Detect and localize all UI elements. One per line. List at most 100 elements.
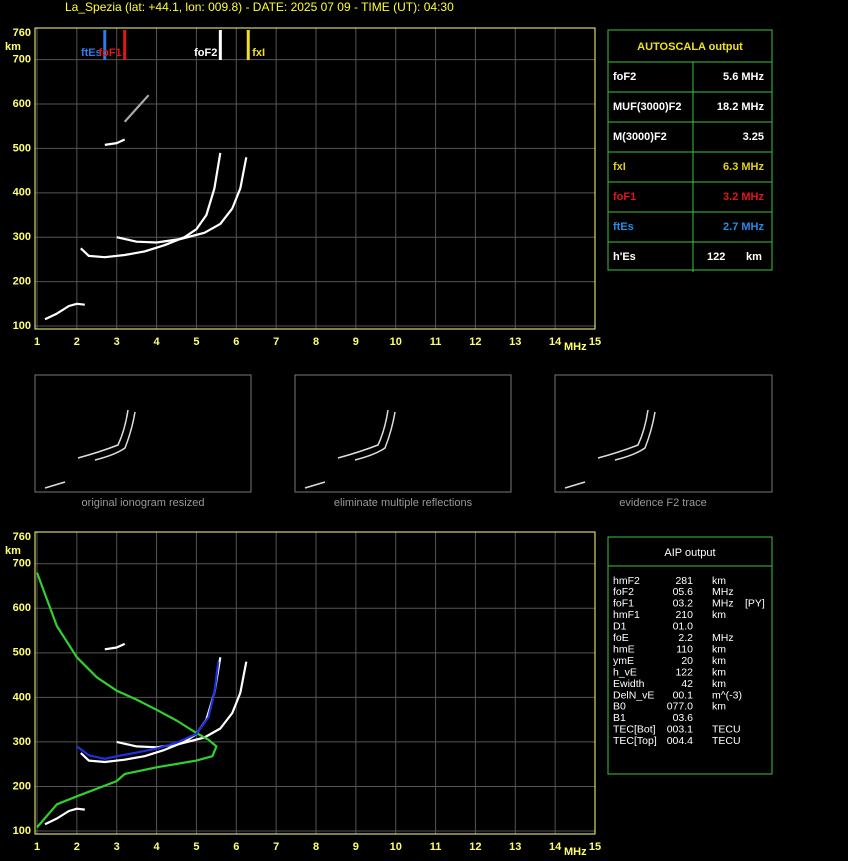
y-axis-label: km — [5, 41, 21, 53]
x-tick-label: 8 — [313, 841, 319, 853]
y-tick-label: 100 — [13, 825, 31, 837]
aip-cell: 00.1 — [673, 689, 694, 701]
x-tick-label: 5 — [193, 841, 199, 853]
trace — [44, 302, 85, 321]
marker-label: foF2 — [194, 47, 217, 59]
aip-cell: 210 — [675, 609, 693, 621]
aip-cell: TECU — [712, 724, 741, 736]
aip-cell: 122 — [675, 666, 693, 678]
aip-cell: foF2 — [613, 586, 634, 598]
marker-label: fxI — [252, 47, 265, 59]
marker-label: ftEs — [81, 47, 102, 59]
aip-cell: B0 — [613, 701, 626, 713]
plot-frame — [34, 531, 596, 835]
y-tick-label: 500 — [13, 142, 31, 154]
thumbnail-frame — [554, 374, 773, 493]
aip-cell: TEC[Top] — [613, 735, 657, 747]
x-tick-label: 10 — [390, 336, 402, 348]
aip-cell: 03.6 — [673, 712, 694, 724]
x-tick-label: 15 — [589, 336, 601, 348]
x-tick-label: 6 — [233, 336, 239, 348]
x-tick-label: 1 — [34, 841, 40, 853]
y-tick-label: 200 — [13, 276, 31, 288]
row-value: 18.2 MHz — [717, 101, 765, 113]
aip-cell: TEC[Bot] — [613, 724, 656, 736]
y-tick-label: 760 — [13, 531, 31, 543]
x-tick-label: 7 — [273, 336, 279, 348]
aip-cell: m^(-3) — [712, 689, 742, 701]
x-tick-label: 12 — [469, 336, 481, 348]
aip-cell: hmF2 — [613, 575, 640, 587]
y-tick-label: 200 — [13, 780, 31, 792]
aip-cell: 03.2 — [673, 598, 694, 610]
aip-cell: h_vE — [613, 666, 637, 678]
aip-cell: km — [712, 655, 726, 667]
row-value: 3.2 MHz — [723, 191, 764, 203]
thumbnail-traces — [44, 409, 656, 489]
x-tick-label: 14 — [549, 336, 562, 348]
trace — [123, 94, 150, 123]
x-tick-label: 11 — [430, 841, 442, 853]
trace — [116, 157, 248, 244]
x-tick-label: 4 — [154, 841, 161, 853]
aip-cell: 05.6 — [673, 586, 694, 598]
aip-cell: MHz — [712, 598, 734, 610]
y-tick-label: 300 — [13, 231, 31, 243]
aip-cell: km — [712, 643, 726, 655]
x-tick-label: 2 — [74, 336, 80, 348]
aip-cell: km — [712, 575, 726, 587]
trace — [44, 807, 85, 826]
row-label: ftEs — [613, 221, 634, 233]
row-value: 6.3 MHz — [723, 161, 764, 173]
autoscala-title: AUTOSCALA output — [637, 41, 743, 53]
x-tick-label: 12 — [469, 841, 481, 853]
aip-frame — [607, 536, 773, 775]
row-label: foF2 — [613, 71, 636, 83]
aip-cell: km — [712, 609, 726, 621]
aip-cell: 003.1 — [667, 724, 693, 736]
aip-cell: km — [712, 701, 726, 713]
x-tick-label: 4 — [154, 336, 161, 348]
aip-cell: 2.2 — [678, 632, 693, 644]
aip-cell: MHz — [712, 586, 734, 598]
aip-cell: foE — [613, 632, 629, 644]
x-tick-label: 13 — [509, 336, 521, 348]
aip-cell: hmE — [613, 643, 635, 655]
x-tick-label: 3 — [114, 336, 120, 348]
x-axis-label: MHz — [564, 341, 587, 353]
x-tick-label: 9 — [353, 841, 359, 853]
x-tick-label: 14 — [549, 841, 562, 853]
marker-label: foF1 — [98, 47, 121, 59]
x-axis-label: MHz — [564, 846, 587, 858]
row-unit: km — [746, 251, 762, 263]
autoscala-frame — [607, 29, 773, 271]
x-tick-label: 10 — [390, 841, 402, 853]
y-tick-label: 500 — [13, 647, 31, 659]
aip-cell: ymE — [613, 655, 634, 667]
aip-cell: 281 — [675, 575, 693, 587]
aip-title: AIP output — [664, 547, 715, 559]
y-tick-label: 760 — [13, 27, 31, 39]
aip-cell: km — [712, 666, 726, 678]
header-title: La_Spezia (lat: +44.1, lon: 009.8) - DAT… — [65, 0, 454, 14]
y-tick-label: 600 — [13, 602, 31, 614]
x-tick-label: 15 — [589, 841, 601, 853]
y-axis-label: km — [5, 545, 21, 557]
trace — [104, 138, 126, 146]
x-tick-label: 3 — [114, 841, 120, 853]
trace — [76, 661, 220, 760]
row-label: M(3000)F2 — [613, 131, 667, 143]
x-tick-label: 1 — [34, 336, 40, 348]
aip-cell: TECU — [712, 735, 741, 747]
plot-frame — [34, 27, 596, 330]
aip-cell: 42 — [681, 678, 693, 690]
x-tick-label: 9 — [353, 336, 359, 348]
row-value: 122 — [707, 251, 725, 263]
x-tick-label: 7 — [273, 841, 279, 853]
row-label: foF1 — [613, 191, 636, 203]
x-tick-label: 8 — [313, 336, 319, 348]
aip-cell: B1 — [613, 712, 626, 724]
x-tick-label: 11 — [430, 336, 442, 348]
